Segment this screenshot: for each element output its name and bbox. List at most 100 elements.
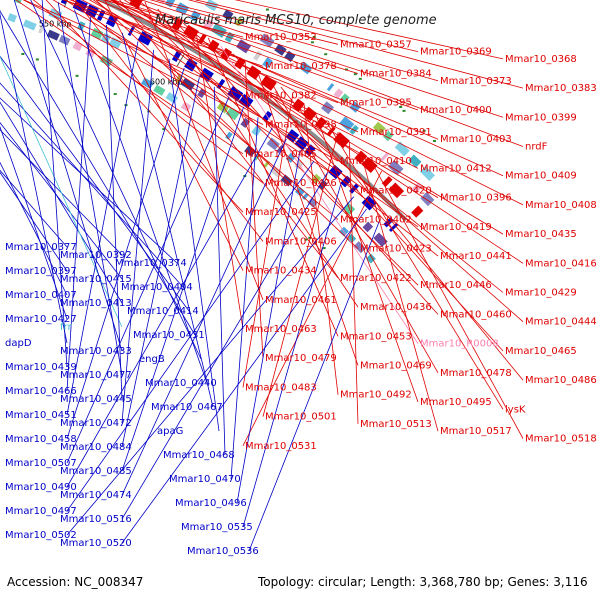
gene-label-forward: Mmar10_0426	[265, 178, 337, 189]
gene-block	[408, 154, 422, 168]
gene-label-reverse: frr	[60, 322, 72, 333]
gene-label-forward: Mmar10_0479	[265, 353, 337, 364]
marker-dot	[75, 74, 79, 77]
gene-label-forward: Mmar10_0383	[525, 83, 597, 94]
gene-block	[262, 57, 273, 69]
gene-label-forward: Mmar10_0395	[340, 98, 412, 109]
gene-label-forward: Mmar10_0501	[265, 412, 337, 423]
gene-block	[253, 50, 262, 61]
gene-label-forward: Mmar10_0384	[360, 69, 432, 80]
gene-block	[72, 41, 83, 52]
gene-label-forward: Mmar10_0357	[340, 39, 412, 50]
label-leader-line	[129, 0, 419, 286]
label-leader-line	[89, 0, 439, 198]
gene-label-forward: Mmar10_0410	[340, 156, 412, 167]
label-leader-line	[66, 127, 273, 488]
label-leader-line	[41, 0, 68, 368]
gene-label-reverse: Mmar10_0374	[115, 258, 187, 269]
label-leader-line	[262, 131, 339, 417]
label-leader-line	[45, 0, 244, 213]
gene-label-forward: Mmar10_0429	[505, 288, 577, 299]
gene-label-forward: Mmar10_0412	[420, 163, 492, 174]
label-leader-line	[121, 106, 244, 472]
label-leader-line	[72, 0, 339, 220]
gene-block	[373, 232, 388, 248]
marker-dot	[399, 106, 403, 109]
gene-label-reverse: Mmar10_0440	[145, 378, 217, 389]
gene-label-reverse: dapD	[5, 338, 32, 349]
gene-label-forward: Mmar10_0378	[265, 61, 337, 72]
label-leader-line	[112, 0, 359, 74]
gene-label-forward: Mmar10_0419	[420, 222, 492, 233]
gene-block	[314, 116, 328, 130]
gene-label-forward: Mmar10_0531	[245, 441, 317, 452]
gene-block	[280, 174, 293, 187]
label-leader-line	[0, 55, 123, 328]
label-leader-line	[234, 0, 504, 60]
label-leader-line	[370, 160, 524, 439]
gene-label-forward: Mmar10_0495	[420, 397, 492, 408]
marker-dot	[35, 58, 39, 61]
gene-label-forward: Mmar10_0425	[245, 207, 317, 218]
gene-label-reverse: Mmar10_0484	[60, 442, 132, 453]
gene-label-reverse: Mmar10_0502	[5, 530, 77, 541]
label-leader-line	[244, 61, 264, 359]
label-leader-line	[155, 0, 339, 45]
label-leader-line	[144, 1, 264, 300]
gene-label-forward: lysK	[505, 404, 526, 415]
label-leader-line	[0, 12, 68, 344]
marker-dot	[322, 247, 326, 250]
gene-block	[394, 141, 410, 157]
label-leader-line	[66, 196, 355, 536]
label-leader-line	[140, 0, 504, 118]
gene-block	[326, 83, 335, 92]
label-leader-line	[348, 141, 359, 424]
gene-label-forward: Mmar10_0463	[245, 324, 317, 335]
gene-label-forward: Mmar10_0398	[265, 120, 337, 131]
topology-text: Topology: circular; Length: 3,368,780 bp…	[257, 575, 588, 589]
gene-block	[349, 183, 359, 194]
label-leader-line	[22, 0, 264, 125]
label-leader-line	[123, 0, 524, 264]
gene-label-reverse: engB	[139, 354, 165, 365]
gene-block	[307, 197, 318, 208]
gene-label-forward: Mmar10_0486	[525, 375, 597, 386]
gene-block	[127, 25, 136, 37]
label-leader-line	[0, 169, 68, 248]
gene-label-reverse: Mmar10_0439	[5, 362, 77, 373]
marker-dot	[432, 140, 436, 143]
gene-label-forward: Mmar10_0403	[440, 134, 512, 145]
gene-label-reverse: Mmar10_0458	[5, 434, 77, 445]
gene-block	[108, 36, 122, 49]
label-leader-line	[230, 117, 259, 480]
marker-dot	[312, 35, 316, 38]
label-leaders	[0, 0, 524, 552]
gene-label-forward: nrdF	[525, 142, 548, 153]
marker-dot	[358, 77, 362, 80]
gene-label-forward: Mmar10_0400	[420, 105, 492, 116]
gene-label-forward: Mmar10_0435	[505, 229, 577, 240]
label-leader-line	[315, 113, 419, 403]
label-leader-line	[303, 104, 339, 395]
marker-dot	[113, 93, 117, 96]
map-title: Maricaulis maris MCS10, complete genome	[155, 13, 437, 28]
gene-label-reverse: Mmar10_0407	[5, 290, 77, 301]
gene-block	[318, 180, 328, 190]
marker-dot	[21, 52, 25, 55]
gene-label-forward: Mmar10_0444	[525, 317, 597, 328]
gene-label-forward: Mmar10_0373	[440, 76, 512, 87]
gene-block	[276, 145, 284, 154]
gene-label-reverse: apaG	[157, 426, 183, 437]
label-leader-line	[121, 172, 328, 520]
label-leader-line	[213, 86, 226, 456]
gene-label-reverse: Mmar10_0520	[60, 538, 132, 549]
gene-label-forward: Mmar10_0518	[525, 434, 597, 445]
gene-label-reverse: Mmar10_0485	[60, 466, 132, 477]
gene-block	[339, 116, 355, 131]
gene-label-reverse: Mmar10_0496	[175, 498, 247, 509]
gene-block	[361, 156, 378, 173]
gene-block	[382, 130, 394, 142]
gene-label-reverse: Mmar10_0413	[60, 298, 132, 309]
gene-block	[171, 18, 184, 31]
label-leader-line	[280, 86, 524, 381]
